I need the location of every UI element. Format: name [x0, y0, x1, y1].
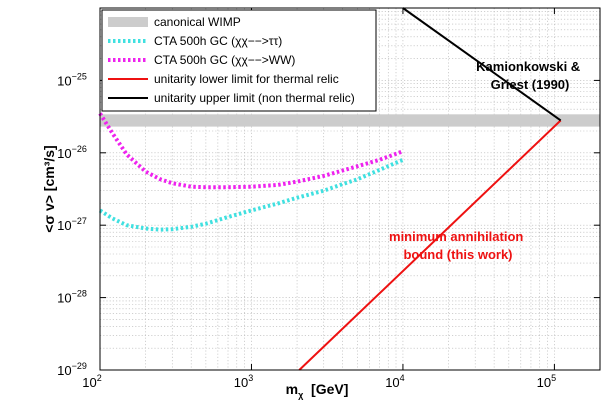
- y-tick-exp: −28: [72, 289, 87, 299]
- y-tick-exp: −27: [72, 216, 87, 226]
- legend-label: unitarity lower limit for thermal relic: [154, 72, 339, 86]
- x-tick-exp: 5: [551, 373, 556, 383]
- y-tick-base: 10: [57, 218, 71, 233]
- y-axis-label: <σ v> [cm³/s]: [41, 145, 57, 232]
- series-layer: [98, 7, 562, 371]
- x-axis-label: mχ [GeV]: [286, 381, 349, 400]
- y-tick-label: 10−25: [57, 71, 87, 88]
- x-tick-base: 10: [234, 375, 248, 390]
- annotation-kamionkowski-griest: Kamionkowski & Griest (1990): [476, 59, 584, 92]
- y-tick-label: 10−27: [57, 216, 87, 233]
- y-tick-base: 10: [57, 73, 71, 88]
- annotation-min-line-1: minimum annihilation: [389, 229, 523, 244]
- legend-swatch-band: [108, 17, 148, 27]
- annotation-kg-line-1: Kamionkowski &: [476, 59, 580, 74]
- series-band-canonical-wimp: [100, 114, 600, 127]
- y-tick-label: 10−26: [57, 144, 87, 161]
- legend-label: CTA 500h GC (χχ−−>WW): [154, 53, 295, 67]
- x-tick-exp: 3: [248, 373, 253, 383]
- series-line-4: [402, 7, 562, 122]
- x-tick-exp: 4: [400, 373, 405, 383]
- x-tick-base: 10: [537, 375, 551, 390]
- y-tick-base: 10: [57, 291, 71, 306]
- legend-label: canonical WIMP: [154, 15, 241, 29]
- annotations: Kamionkowski & Griest (1990) minimum ann…: [389, 59, 584, 262]
- y-tick-base: 10: [57, 363, 71, 378]
- x-axis-label-main: m: [286, 381, 298, 397]
- annotation-minimum-bound: minimum annihilation bound (this work): [389, 229, 527, 262]
- x-tick-label: 103: [234, 373, 253, 390]
- x-tick-label: 102: [82, 373, 101, 390]
- y-tick-base: 10: [57, 146, 71, 161]
- y-tick-exp: −29: [72, 361, 87, 371]
- plot-frame: [99, 7, 601, 371]
- series-line-2: [98, 112, 404, 190]
- y-tick-label: 10−28: [57, 289, 87, 306]
- x-tick-exp: 2: [97, 373, 102, 383]
- x-tick-base: 10: [82, 375, 96, 390]
- legend: canonical WIMP CTA 500h GC (χχ−−>ττ) CTA 5…: [101, 9, 377, 112]
- x-axis-label-sub: χ: [298, 390, 304, 400]
- series-line-3: [298, 119, 562, 371]
- canonical-wimp-band: [100, 114, 600, 127]
- x-tick-base: 10: [385, 375, 399, 390]
- y-tick-exp: −26: [72, 144, 87, 154]
- annotation-kg-line-2: Griest (1990): [491, 77, 570, 92]
- legend-label: CTA 500h GC (χχ−−>ττ): [154, 34, 282, 48]
- x-tick-label: 104: [385, 373, 404, 390]
- y-tick-label: 10−29: [57, 361, 87, 378]
- annotation-min-line-2: bound (this work): [403, 247, 512, 262]
- x-tick-label: 105: [537, 373, 556, 390]
- y-tick-exp: −25: [72, 71, 87, 81]
- x-axis-label-unit: [GeV]: [303, 381, 348, 397]
- legend-label: unitarity upper limit (non thermal relic…: [154, 91, 355, 105]
